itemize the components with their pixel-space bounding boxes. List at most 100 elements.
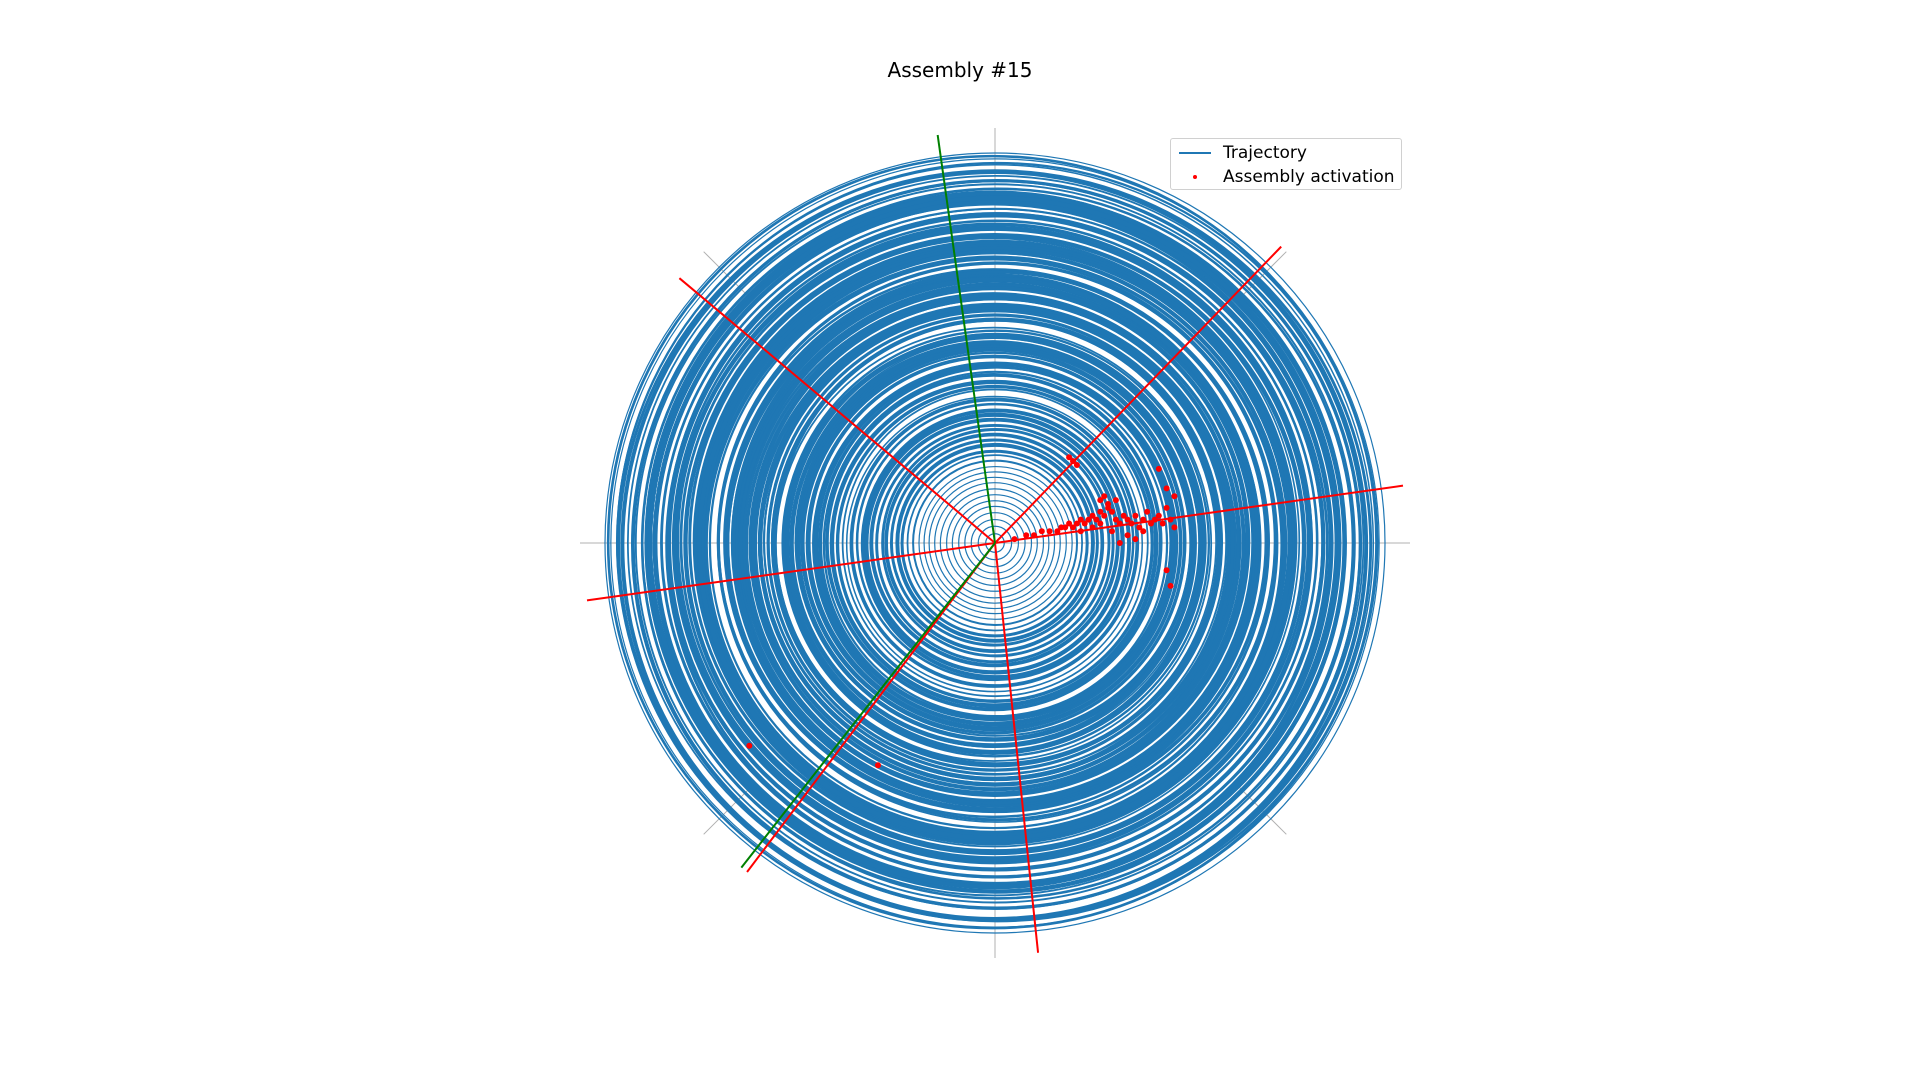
activation-point bbox=[1159, 520, 1166, 527]
trajectory-ring bbox=[647, 195, 1342, 890]
trajectory-ring bbox=[610, 158, 1380, 928]
trajectory-ring bbox=[805, 354, 1183, 732]
trajectory-ring bbox=[789, 340, 1197, 748]
legend-item-activation: Assembly activation bbox=[1171, 165, 1395, 189]
activation-point bbox=[1054, 528, 1061, 535]
activation-point bbox=[1167, 582, 1174, 589]
activation-point bbox=[1023, 532, 1030, 539]
activation-point bbox=[1101, 493, 1108, 500]
activation-point bbox=[1112, 497, 1119, 504]
trajectory-ring bbox=[934, 482, 1056, 604]
activation-point bbox=[1116, 540, 1123, 546]
trajectory-ring bbox=[772, 317, 1222, 767]
legend-item-trajectory: Trajectory bbox=[1171, 141, 1307, 165]
activation-point bbox=[1077, 516, 1084, 523]
activation-point bbox=[1031, 532, 1037, 539]
red-direction-line bbox=[994, 245, 1282, 544]
trajectory-ring bbox=[822, 370, 1169, 718]
red-direction-line bbox=[994, 484, 1404, 544]
trajectory-ring bbox=[855, 402, 1135, 682]
trajectory-ring bbox=[751, 296, 1240, 786]
activation-point bbox=[1070, 524, 1076, 531]
activation-point bbox=[746, 742, 753, 749]
trajectory-ring bbox=[671, 219, 1319, 865]
activation-point bbox=[1132, 536, 1139, 543]
activation-point bbox=[1038, 528, 1045, 535]
activation-point bbox=[1171, 524, 1178, 531]
trajectory-ring bbox=[849, 397, 1140, 688]
trajectory-ring bbox=[800, 348, 1187, 735]
activation-point bbox=[1128, 520, 1135, 527]
trajectory-ring bbox=[824, 372, 1163, 712]
activation-point bbox=[1136, 524, 1143, 531]
activation-point bbox=[1163, 504, 1170, 511]
activation-point bbox=[1062, 524, 1069, 531]
trajectory-ring bbox=[735, 283, 1257, 805]
trajectory-ring bbox=[860, 408, 1131, 680]
activation-point bbox=[1097, 508, 1104, 515]
activation-point bbox=[1093, 516, 1100, 523]
activation-point bbox=[1089, 524, 1096, 531]
activation-point bbox=[1167, 516, 1174, 523]
trajectory-ring bbox=[675, 222, 1313, 860]
trajectory-ring bbox=[696, 245, 1293, 841]
activation-point bbox=[1148, 520, 1154, 527]
red-direction-line bbox=[746, 542, 996, 873]
trajectory-ring bbox=[906, 454, 1083, 632]
trajectory-ring bbox=[939, 488, 1050, 599]
trajectory-ring bbox=[766, 313, 1224, 772]
trajectory-ring bbox=[606, 154, 1378, 930]
trajectory-ring bbox=[640, 187, 1355, 900]
trajectory-ring bbox=[660, 207, 1331, 879]
trajectory-ring bbox=[652, 199, 1340, 887]
activation-point bbox=[1046, 528, 1053, 535]
trajectory-ring bbox=[615, 163, 1375, 923]
trajectory-ring bbox=[923, 471, 1067, 615]
trajectory-ring bbox=[644, 191, 1347, 894]
activation-point bbox=[875, 762, 881, 769]
activation-point bbox=[1140, 528, 1147, 535]
trajectory-ring bbox=[928, 476, 1061, 610]
red-direction-line bbox=[994, 542, 1040, 953]
activation-point bbox=[1073, 520, 1080, 527]
trajectory-ring bbox=[864, 412, 1125, 675]
activation-point bbox=[1097, 520, 1104, 527]
legend-dot-swatch bbox=[1193, 175, 1197, 179]
activation-point bbox=[1120, 512, 1127, 519]
activation-point bbox=[1073, 462, 1080, 468]
red-direction-line bbox=[678, 277, 996, 544]
trajectory-ring bbox=[889, 438, 1099, 647]
activation-point bbox=[1101, 512, 1108, 519]
activation-point bbox=[1105, 501, 1112, 507]
activation-point bbox=[1151, 516, 1158, 523]
green-direction-line bbox=[740, 542, 996, 869]
trajectory-ring bbox=[835, 384, 1154, 703]
trajectory-ring bbox=[958, 505, 1033, 580]
activation-point bbox=[1155, 465, 1162, 472]
trajectory-ring bbox=[634, 183, 1356, 904]
trajectory-ring bbox=[946, 494, 1045, 592]
trajectory-ring bbox=[884, 432, 1105, 653]
activation-point bbox=[1124, 532, 1131, 539]
chart-title: Assembly #15 bbox=[887, 58, 1033, 82]
trajectory-ring bbox=[683, 232, 1307, 854]
activation-point bbox=[1011, 536, 1018, 543]
activation-point bbox=[1112, 516, 1119, 523]
activation-point bbox=[1163, 567, 1170, 574]
trajectory-ring bbox=[758, 308, 1231, 781]
activation-point bbox=[1066, 454, 1073, 461]
activation-point bbox=[1171, 493, 1178, 500]
trajectory-ring bbox=[841, 388, 1149, 698]
activation-point bbox=[1089, 512, 1096, 519]
red-direction-line bbox=[586, 542, 996, 602]
activation-point bbox=[1140, 516, 1147, 523]
trajectory-ring bbox=[970, 518, 1020, 568]
activation-point bbox=[1116, 520, 1123, 527]
trajectory-ring bbox=[819, 365, 1175, 722]
trajectory-ring bbox=[964, 512, 1026, 574]
activation-point bbox=[1109, 528, 1115, 535]
activation-point bbox=[1070, 458, 1076, 465]
trajectory-ring bbox=[716, 261, 1277, 822]
trajectory-ring bbox=[881, 428, 1111, 658]
trajectory-ring bbox=[829, 379, 1159, 708]
